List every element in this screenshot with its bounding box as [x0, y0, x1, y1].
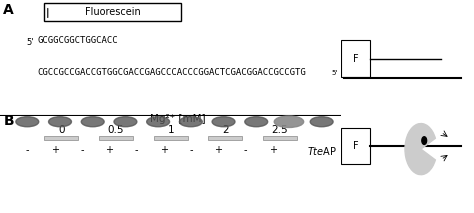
Ellipse shape: [114, 117, 137, 127]
Text: 5': 5': [331, 70, 337, 76]
Ellipse shape: [48, 117, 72, 127]
Ellipse shape: [81, 117, 104, 127]
Text: -: -: [135, 145, 138, 155]
Text: +: +: [105, 145, 113, 155]
Ellipse shape: [111, 175, 139, 195]
Ellipse shape: [8, 171, 47, 199]
Text: +: +: [269, 145, 277, 155]
Ellipse shape: [302, 171, 341, 199]
Ellipse shape: [106, 171, 145, 199]
Ellipse shape: [294, 165, 349, 205]
Bar: [99, 136, 133, 140]
Text: -: -: [80, 145, 83, 155]
Bar: [45, 136, 79, 140]
Ellipse shape: [16, 117, 39, 127]
Text: B: B: [3, 114, 14, 128]
Text: 1: 1: [167, 125, 174, 135]
Text: 5': 5': [27, 38, 34, 47]
Ellipse shape: [146, 176, 171, 194]
Ellipse shape: [177, 175, 205, 195]
Text: -: -: [26, 145, 29, 155]
Text: $\it{Tte}$AP: $\it{Tte}$AP: [307, 145, 337, 157]
FancyBboxPatch shape: [341, 128, 371, 164]
Ellipse shape: [80, 176, 105, 194]
Bar: [154, 136, 188, 140]
Ellipse shape: [237, 171, 276, 199]
Ellipse shape: [75, 172, 110, 198]
FancyBboxPatch shape: [341, 40, 371, 77]
Ellipse shape: [274, 116, 304, 127]
Bar: [263, 136, 297, 140]
Ellipse shape: [179, 117, 202, 127]
Bar: [208, 136, 242, 140]
Ellipse shape: [46, 175, 74, 195]
Text: 2: 2: [222, 125, 228, 135]
Text: 0.5: 0.5: [108, 125, 124, 135]
Text: +: +: [160, 145, 168, 155]
Text: 2.5: 2.5: [272, 125, 288, 135]
Text: Mg²⁺ [mM]: Mg²⁺ [mM]: [150, 114, 205, 124]
Wedge shape: [405, 124, 435, 175]
Text: +: +: [214, 145, 222, 155]
Ellipse shape: [146, 117, 170, 127]
Text: -: -: [190, 145, 193, 155]
Text: GCGGCGGCTGGCACC: GCGGCGGCTGGCACC: [37, 36, 118, 45]
Ellipse shape: [13, 175, 41, 195]
Text: CGCCGCCGACCGTGGCGACCGAGCCCACCCGGACTCGACGGACCGCCGTG: CGCCGCCGACCGTGGCGACCGAGCCCACCCGGACTCGACG…: [37, 68, 306, 77]
Text: A: A: [3, 3, 14, 17]
Text: F: F: [353, 141, 359, 151]
Ellipse shape: [245, 117, 268, 127]
Text: +: +: [51, 145, 59, 155]
Ellipse shape: [211, 176, 236, 194]
Text: Fluorescein: Fluorescein: [85, 7, 140, 17]
Ellipse shape: [206, 172, 241, 198]
Ellipse shape: [310, 117, 333, 127]
Ellipse shape: [40, 171, 80, 199]
Ellipse shape: [264, 166, 314, 204]
Text: F: F: [353, 54, 359, 63]
Text: -: -: [244, 145, 247, 155]
Ellipse shape: [212, 117, 235, 127]
Ellipse shape: [242, 175, 270, 195]
Circle shape: [422, 137, 427, 144]
Ellipse shape: [140, 172, 176, 198]
Ellipse shape: [271, 172, 307, 198]
Text: 0: 0: [58, 125, 64, 135]
FancyBboxPatch shape: [45, 3, 181, 22]
Ellipse shape: [171, 171, 210, 199]
